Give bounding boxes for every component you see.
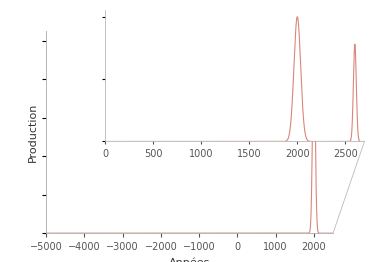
Y-axis label: Production: Production	[28, 103, 38, 162]
X-axis label: Années: Années	[169, 258, 210, 262]
